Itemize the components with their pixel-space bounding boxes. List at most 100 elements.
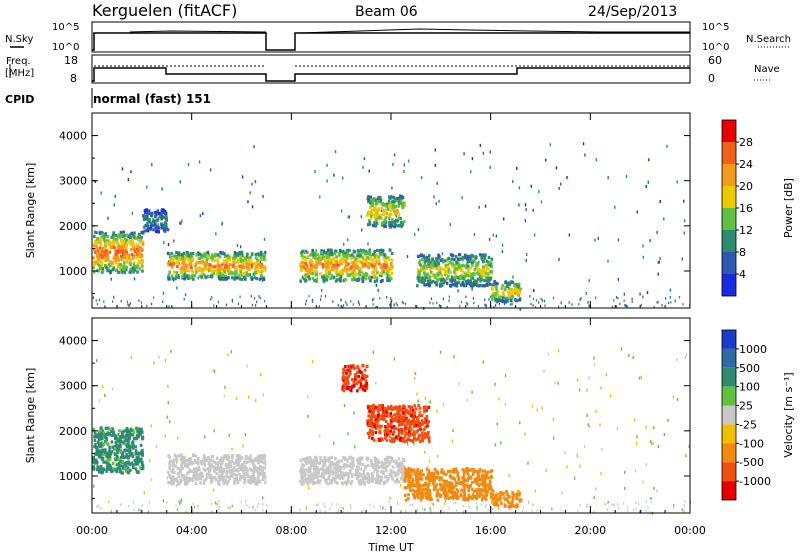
echo-cell — [97, 269, 101, 273]
echo-cell — [100, 436, 103, 440]
echo-cell — [120, 239, 123, 243]
echo-cell — [104, 439, 107, 444]
echo-cell — [375, 460, 379, 464]
echo-cell — [211, 270, 214, 274]
echo-cell — [358, 386, 362, 390]
echo-cell — [181, 256, 184, 260]
echo-cell — [364, 271, 368, 276]
echo-cell — [392, 200, 396, 204]
echo-cell — [326, 482, 330, 486]
echo-cell — [300, 466, 304, 470]
echo-cell — [305, 468, 308, 472]
near-range-echo — [95, 299, 97, 302]
echo-cell — [154, 222, 157, 226]
echo-cell — [408, 410, 412, 414]
echo-cell — [342, 254, 346, 258]
scatter-echo — [362, 165, 364, 169]
echo-cell — [357, 252, 360, 256]
echo-cell — [141, 230, 145, 234]
echo-cell — [363, 262, 367, 266]
echo-cell — [420, 493, 424, 497]
echo-cell — [253, 276, 256, 280]
echo-cell — [347, 262, 350, 266]
echo-cell — [131, 235, 135, 239]
echo-cell — [176, 482, 180, 486]
near-range-echo — [491, 507, 494, 511]
echo-cell — [246, 461, 249, 465]
scatter-echo — [307, 414, 309, 418]
echo-cell — [131, 267, 135, 271]
echo-cell — [417, 482, 420, 486]
echo-cell — [428, 482, 431, 486]
echo-cell — [386, 207, 390, 211]
echo-cell — [254, 271, 257, 275]
scatter-echo — [393, 357, 396, 361]
echo-cell — [133, 249, 137, 254]
echo-cell — [425, 275, 428, 280]
echo-cell — [394, 416, 398, 421]
echo-cell — [104, 265, 108, 270]
echo-cell — [324, 478, 328, 482]
echo-cell — [425, 255, 429, 259]
echo-cell — [248, 267, 251, 271]
scatter-echo — [669, 288, 672, 292]
echo-cell — [361, 256, 364, 260]
echo-cell — [368, 407, 372, 411]
echo-cell — [390, 208, 393, 213]
echo-cell — [501, 291, 505, 295]
scatter-echo — [212, 368, 214, 372]
echo-cell — [136, 270, 139, 274]
echo-cell — [376, 474, 379, 478]
echo-cell — [455, 265, 458, 269]
near-range-echo — [323, 502, 325, 506]
echo-cell — [401, 205, 404, 210]
echo-cell — [224, 259, 228, 263]
echo-cell — [382, 466, 386, 470]
echo-cell — [134, 467, 138, 471]
echo-region — [92, 230, 145, 275]
scatter-echo — [333, 173, 335, 177]
echo-cell — [390, 456, 394, 461]
echo-cell — [128, 233, 132, 237]
echo-cell — [365, 374, 369, 379]
echo-cell — [178, 257, 182, 261]
echo-cell — [182, 259, 185, 263]
near-range-echo — [96, 505, 98, 509]
echo-cell — [112, 245, 116, 249]
near-range-echo — [92, 296, 95, 299]
echo-cell — [460, 274, 464, 278]
scatter-echo — [532, 208, 534, 212]
near-range-echo — [324, 510, 326, 513]
echo-cell — [407, 418, 411, 423]
echo-cell — [381, 265, 384, 269]
echo-cell — [165, 226, 168, 230]
echo-cell — [108, 445, 111, 449]
echo-cell — [389, 225, 392, 229]
echo-cell — [202, 268, 205, 272]
echo-cell — [509, 299, 513, 303]
echo-cell — [140, 453, 144, 457]
echo-cell — [478, 468, 482, 472]
echo-cell — [131, 463, 135, 467]
echo-cell — [415, 438, 418, 442]
echo-cell — [260, 460, 264, 464]
near-range-echo — [97, 504, 100, 508]
echo-cell — [349, 455, 352, 459]
echo-cell — [316, 461, 319, 465]
near-range-echo — [494, 296, 496, 299]
echo-cell — [489, 484, 492, 488]
scatter-echo — [263, 237, 266, 241]
echo-cell — [251, 458, 255, 463]
echo-cell — [113, 468, 117, 472]
echo-cell — [446, 277, 449, 281]
echo-cell — [363, 273, 366, 277]
scatter-echo — [162, 499, 165, 503]
echo-cell — [490, 269, 494, 273]
echo-cell — [121, 253, 125, 257]
echo-cell — [355, 476, 359, 481]
near-range-echo — [120, 299, 122, 303]
echo-cell — [359, 378, 363, 382]
echo-cell — [189, 456, 193, 461]
echo-cell — [249, 468, 253, 472]
echo-cell — [116, 234, 120, 238]
